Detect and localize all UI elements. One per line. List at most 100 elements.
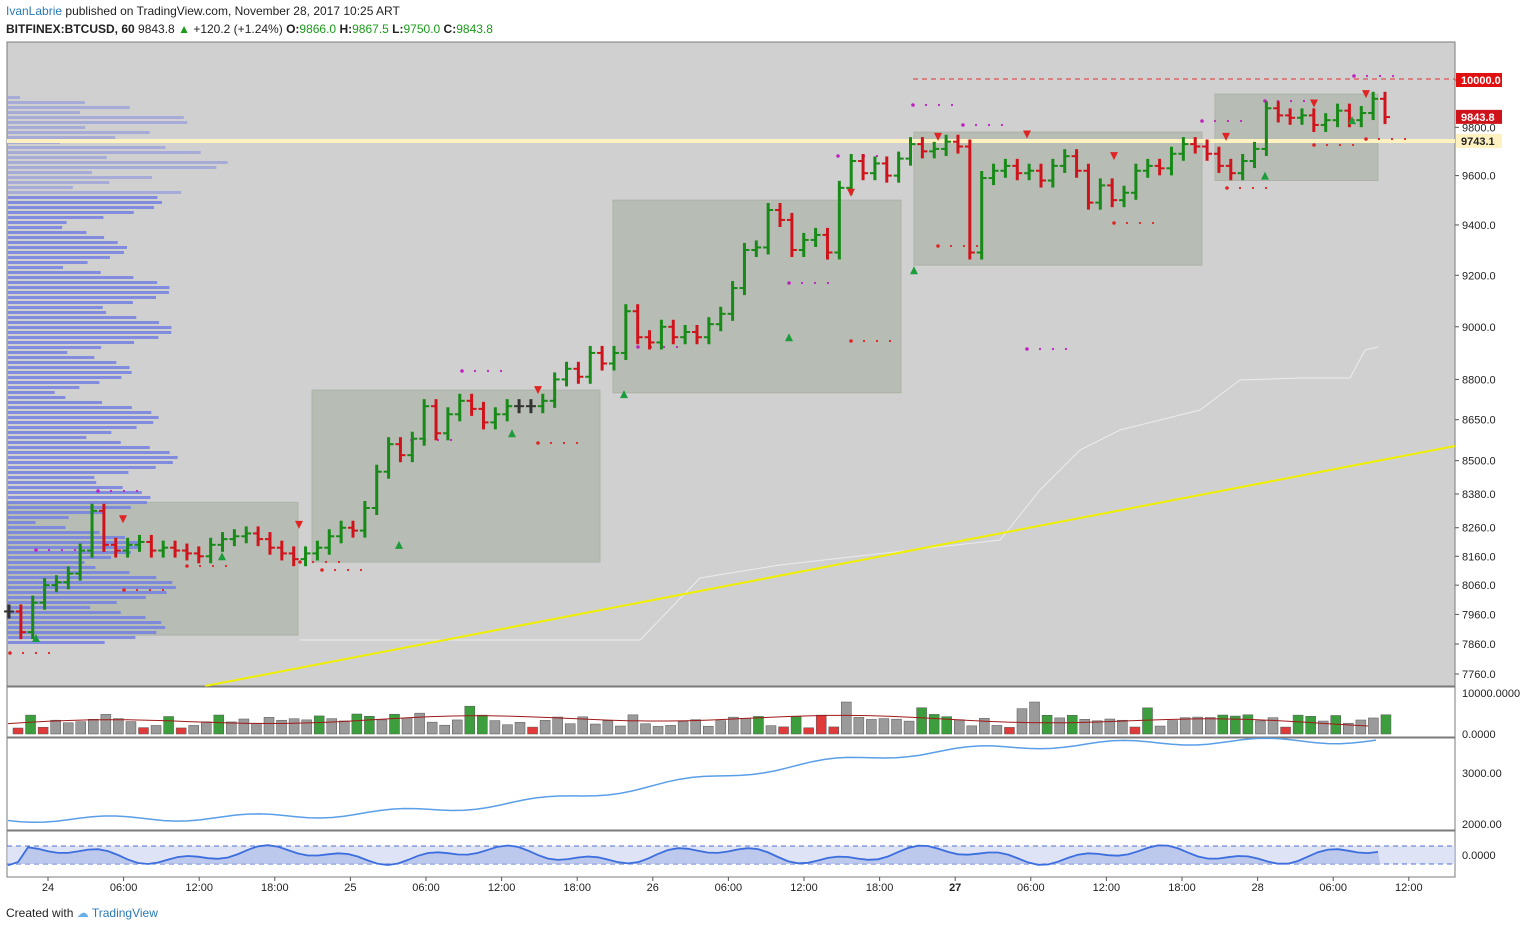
- volume-bar: [1054, 717, 1065, 735]
- profile-bar: [8, 601, 117, 604]
- consolidation-box: [612, 199, 902, 394]
- pivot-dot: [836, 154, 840, 158]
- time-tick-label: 12:00: [790, 882, 818, 894]
- time-tick-label: 18:00: [866, 882, 894, 894]
- volume-bar: [577, 716, 588, 735]
- profile-bar: [8, 131, 150, 134]
- profile-bar: [8, 431, 112, 434]
- volume-bar: [125, 721, 137, 735]
- pivot-dot: [813, 281, 817, 285]
- pivot-dot: [73, 548, 77, 552]
- time-tick-label: 12:00: [488, 882, 516, 894]
- profile-bar: [8, 261, 88, 264]
- pivot-dot: [1200, 119, 1204, 123]
- volume-bar: [100, 714, 112, 735]
- volume-bar: [1004, 727, 1015, 735]
- pivot-dot: [875, 154, 879, 158]
- pivot-dot: [575, 441, 579, 445]
- pivot-dot: [1312, 143, 1316, 147]
- pivot-dot: [1213, 119, 1217, 123]
- volume-bar: [188, 725, 199, 735]
- volume-bar: [1267, 717, 1279, 735]
- profile-bar: [8, 491, 142, 494]
- pivot-dot: [888, 339, 892, 343]
- last-price: 9843.8: [138, 22, 175, 36]
- profile-bar: [8, 181, 110, 184]
- buy-signal-icon: [910, 266, 918, 275]
- profile-bar: [8, 556, 111, 559]
- profile-bar: [8, 581, 173, 584]
- pivot-dot: [636, 345, 640, 349]
- volume-bar: [803, 727, 814, 735]
- volume-bar: [765, 725, 777, 735]
- profile-bar: [8, 391, 55, 394]
- pivot-dot: [34, 548, 38, 552]
- pivot-dot: [1125, 221, 1129, 225]
- profile-bar: [8, 351, 68, 354]
- pivot-dot: [198, 564, 202, 568]
- profile-bar: [8, 276, 134, 279]
- profile-bar: [8, 386, 80, 389]
- profile-bar: [8, 311, 107, 314]
- volume-bar: [539, 720, 551, 735]
- ohlc-line: BITFINEX:BTCUSD, 60 9843.8 ▲ +120.2 (+1.…: [6, 22, 493, 36]
- time-tick-label: 18:00: [1168, 882, 1196, 894]
- price-tick-label: 8380.0: [1462, 489, 1496, 501]
- profile-bar: [8, 331, 172, 334]
- profile-bar: [8, 101, 85, 104]
- pivot-dot: [359, 568, 363, 572]
- pivot-dot: [936, 244, 940, 248]
- volume-bar: [263, 717, 275, 735]
- profile-bar: [8, 116, 184, 119]
- profile-bar: [8, 196, 158, 199]
- profile-bar: [8, 561, 85, 564]
- volume-bar: [452, 719, 463, 735]
- indicator2-line: [7, 844, 1379, 867]
- profile-bar: [8, 416, 159, 419]
- volume-bar: [1368, 717, 1379, 735]
- publish-line: IvanLabrie published on TradingView.com,…: [6, 4, 400, 18]
- profile-bar: [8, 456, 178, 459]
- volume-bar: [841, 701, 852, 735]
- time-tick-label: 06:00: [715, 882, 743, 894]
- trend-line[interactable]: [204, 445, 1456, 687]
- volume-bar: [251, 723, 262, 735]
- volume-bar: [163, 716, 174, 735]
- volume-bar: [439, 724, 450, 735]
- sub-axis-label: 0.0000: [1462, 729, 1496, 741]
- sell-signal-icon: [119, 515, 127, 524]
- pivot-dot: [924, 103, 928, 107]
- volume-bar: [928, 714, 940, 735]
- pivot-dot: [1138, 221, 1142, 225]
- pivot-dot: [1325, 143, 1329, 147]
- last-price-label-bg: [1456, 109, 1502, 124]
- profile-bar: [8, 126, 86, 129]
- volume-bar: [226, 721, 237, 735]
- pivot-dot: [460, 369, 464, 373]
- volume-bar: [954, 719, 965, 735]
- volume-bar: [364, 716, 375, 735]
- volume-bar: [88, 718, 99, 735]
- author-link[interactable]: IvanLabrie: [6, 4, 63, 18]
- consolidation-box: [311, 389, 601, 563]
- profile-bar: [8, 616, 146, 619]
- price-tick-label: 8500.0: [1462, 456, 1496, 468]
- volume-bar: [828, 726, 839, 735]
- pivot-dot: [911, 103, 915, 107]
- price-chart[interactable]: 10000.0 9800.0 9600.0 9400.0 9200.0 9000.0 880…: [0, 0, 1532, 900]
- volume-bar: [1317, 720, 1329, 735]
- profile-bar: [8, 461, 173, 464]
- profile-bar: [8, 611, 121, 614]
- volume-bar: [389, 713, 400, 735]
- pivot-dot: [875, 339, 879, 343]
- profile-bar: [8, 241, 118, 244]
- volume-bar: [728, 716, 739, 735]
- profile-bar: [8, 451, 170, 454]
- cloud-line: [300, 346, 1379, 641]
- pivot-dot: [1051, 347, 1055, 351]
- tradingview-link[interactable]: TradingView: [91, 906, 158, 920]
- profile-bar: [8, 506, 131, 509]
- pivot-dot: [1225, 186, 1229, 190]
- price-tick-label: 9600.0: [1462, 171, 1496, 183]
- high-value: 9867.5: [352, 22, 389, 36]
